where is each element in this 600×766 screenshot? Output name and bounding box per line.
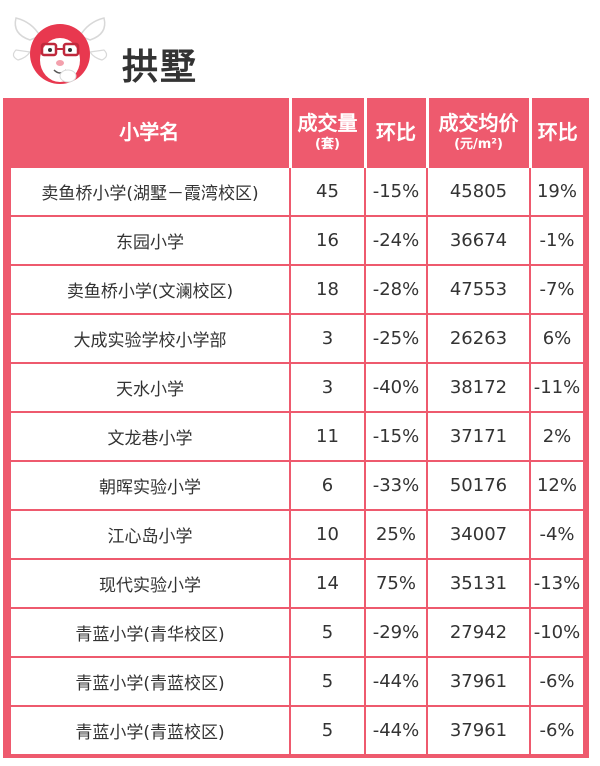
cell-price-change: -11% <box>529 362 585 413</box>
table-row: 大成实验学校小学部 3 -25% 26263 6% <box>9 313 585 364</box>
cell-volume-change: -25% <box>364 313 428 364</box>
cell-avg-price: 35131 <box>426 558 531 609</box>
cell-school-name: 东园小学 <box>9 215 291 266</box>
cell-school-name: 现代实验小学 <box>9 558 291 609</box>
page-header: 拱墅 <box>0 0 600 98</box>
table-row: 现代实验小学 14 75% 35131 -13% <box>9 558 585 609</box>
table-row: 东园小学 16 -24% 36674 -1% <box>9 215 585 266</box>
district-title: 拱墅 <box>122 47 199 88</box>
cell-volume: 3 <box>289 313 366 364</box>
cell-avg-price: 37171 <box>426 411 531 462</box>
cell-volume: 10 <box>289 509 366 560</box>
cell-volume: 5 <box>289 705 366 756</box>
cell-volume-change: -15% <box>364 166 428 217</box>
cell-volume-change: 25% <box>364 509 428 560</box>
cell-volume: 3 <box>289 362 366 413</box>
cell-volume: 14 <box>289 558 366 609</box>
cell-avg-price: 38172 <box>426 362 531 413</box>
cell-school-name: 天水小学 <box>9 362 291 413</box>
header-volume: 成交量 (套) <box>288 98 367 167</box>
cell-school-name: 江心岛小学 <box>9 509 291 560</box>
header-price-change: 环比 <box>528 98 584 167</box>
cell-price-change: 6% <box>529 313 585 364</box>
cell-avg-price: 26263 <box>426 313 531 364</box>
cell-volume: 45 <box>289 166 366 217</box>
cell-volume: 16 <box>289 215 366 266</box>
table-row: 卖鱼桥小学(文澜校区) 18 -28% 47553 -7% <box>9 264 585 315</box>
cell-school-name: 青蓝小学(青蓝校区) <box>9 705 291 756</box>
cell-avg-price: 37961 <box>426 656 531 707</box>
table-header-row: 小学名 成交量 (套) 环比 成交均价 (元/m²) 环比 <box>10 98 584 167</box>
cell-school-name: 卖鱼桥小学(文澜校区) <box>9 264 291 315</box>
cell-school-name: 青蓝小学(青华校区) <box>9 607 291 658</box>
cell-volume-change: -24% <box>364 215 428 266</box>
table-row: 卖鱼桥小学(湖墅－霞湾校区) 45 -15% 45805 19% <box>9 166 585 217</box>
table-row: 青蓝小学(青华校区) 5 -29% 27942 -10% <box>9 607 585 658</box>
cell-volume-change: -44% <box>364 705 428 756</box>
cell-school-name: 青蓝小学(青蓝校区) <box>9 656 291 707</box>
cell-volume: 5 <box>289 607 366 658</box>
table-row: 江心岛小学 10 25% 34007 -4% <box>9 509 585 560</box>
cell-volume-change: -40% <box>364 362 428 413</box>
header-avg-price: 成交均价 (元/m²) <box>425 98 532 167</box>
school-transaction-table: 小学名 成交量 (套) 环比 成交均价 (元/m²) 环比 卖鱼桥小学(湖墅－霞… <box>9 98 585 756</box>
cell-price-change: -7% <box>529 264 585 315</box>
table-body: 卖鱼桥小学(湖墅－霞湾校区) 45 -15% 45805 19% 东园小学 16 -24% 36… <box>9 166 585 756</box>
cell-school-name: 文龙巷小学 <box>9 411 291 462</box>
cell-price-change: 19% <box>529 166 585 217</box>
cell-volume-change: 75% <box>364 558 428 609</box>
cell-price-change: -1% <box>529 215 585 266</box>
cell-price-change: -6% <box>529 705 585 756</box>
cell-volume-change: -28% <box>364 264 428 315</box>
cell-volume: 5 <box>289 656 366 707</box>
header-school-name: 小学名 <box>10 98 292 167</box>
cell-school-name: 朝晖实验小学 <box>9 460 291 511</box>
cell-school-name: 卖鱼桥小学(湖墅－霞湾校区) <box>9 166 291 217</box>
table-row: 青蓝小学(青蓝校区) 5 -44% 37961 -6% <box>9 656 585 707</box>
cell-volume: 6 <box>289 460 366 511</box>
mascot-logo-icon <box>12 17 108 84</box>
cell-avg-price: 45805 <box>426 166 531 217</box>
cell-volume-change: -29% <box>364 607 428 658</box>
cell-volume: 18 <box>289 264 366 315</box>
cell-avg-price: 36674 <box>426 215 531 266</box>
cell-avg-price: 34007 <box>426 509 531 560</box>
cell-volume-change: -44% <box>364 656 428 707</box>
cell-volume-change: -15% <box>364 411 428 462</box>
cell-price-change: -4% <box>529 509 585 560</box>
cell-avg-price: 27942 <box>426 607 531 658</box>
cell-price-change: 2% <box>529 411 585 462</box>
cell-avg-price: 50176 <box>426 460 531 511</box>
school-table-container: 小学名 成交量 (套) 环比 成交均价 (元/m²) 环比 卖鱼桥小学(湖墅－霞… <box>3 98 589 758</box>
cell-avg-price: 47553 <box>426 264 531 315</box>
cell-avg-price: 37961 <box>426 705 531 756</box>
cell-price-change: -10% <box>529 607 585 658</box>
cell-school-name: 大成实验学校小学部 <box>9 313 291 364</box>
cell-price-change: -6% <box>529 656 585 707</box>
table-row: 青蓝小学(青蓝校区) 5 -44% 37961 -6% <box>9 705 585 756</box>
cell-price-change: -13% <box>529 558 585 609</box>
header-volume-change: 环比 <box>363 98 429 167</box>
table-row: 天水小学 3 -40% 38172 -11% <box>9 362 585 413</box>
cell-price-change: 12% <box>529 460 585 511</box>
cell-volume: 11 <box>289 411 366 462</box>
cell-volume-change: -33% <box>364 460 428 511</box>
table-row: 朝晖实验小学 6 -33% 50176 12% <box>9 460 585 511</box>
table-row: 文龙巷小学 11 -15% 37171 2% <box>9 411 585 462</box>
